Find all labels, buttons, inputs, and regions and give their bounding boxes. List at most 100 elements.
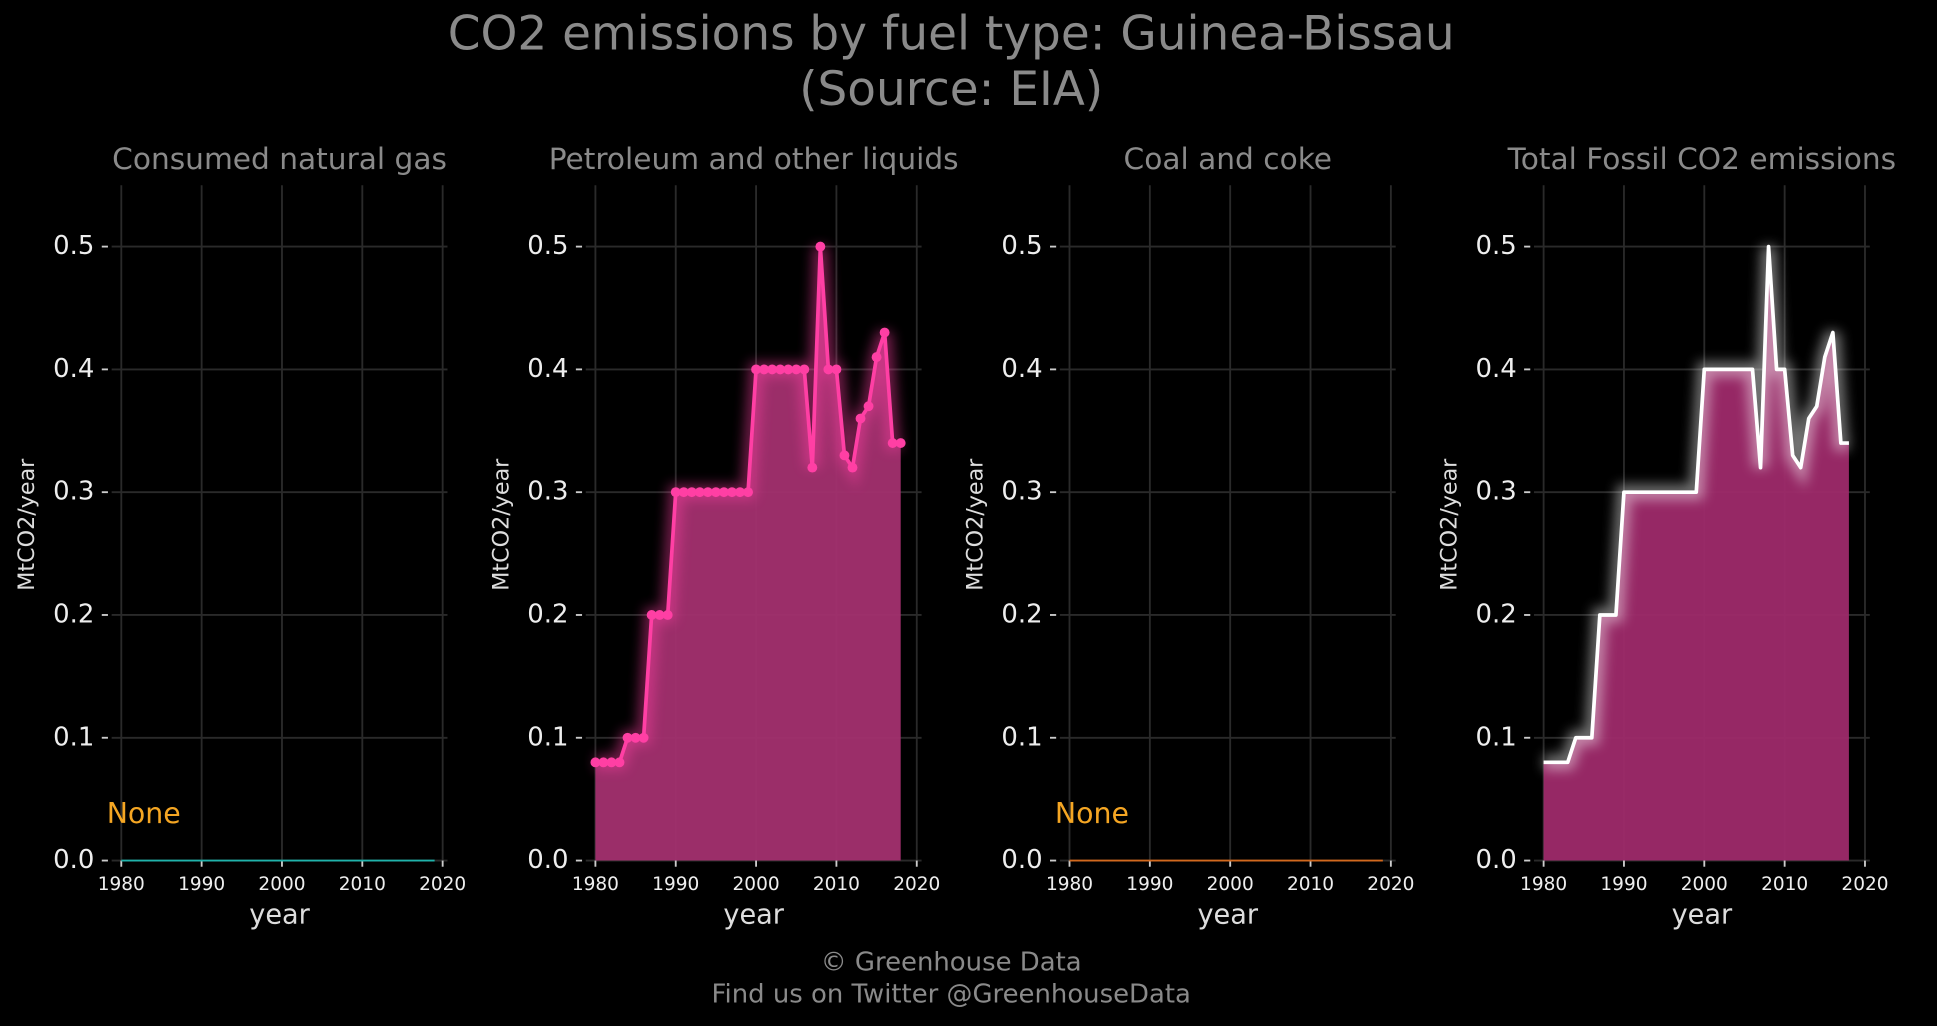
y-tick-label: 0.4 xyxy=(527,354,568,384)
marker xyxy=(879,327,890,338)
y-tick-label: 0.2 xyxy=(1475,599,1516,629)
y-tick-label: 0.5 xyxy=(53,231,94,261)
x-tick-label: 2020 xyxy=(893,874,940,895)
marker xyxy=(654,610,665,620)
x-tick-label: 1990 xyxy=(1600,874,1647,895)
x-axis-label: year xyxy=(1672,900,1733,931)
x-tick-label: 2010 xyxy=(813,874,860,895)
y-tick-label: 0.0 xyxy=(1475,845,1516,875)
y-tick-label: 0.0 xyxy=(1001,845,1042,875)
y-tick-label: 0.4 xyxy=(1475,354,1516,384)
panel-title: Petroleum and other liquids xyxy=(549,141,959,176)
marker xyxy=(887,438,898,449)
marker xyxy=(662,610,673,620)
panel-title: Consumed natural gas xyxy=(112,141,447,176)
marker xyxy=(871,352,882,363)
marker xyxy=(719,487,729,498)
marker xyxy=(767,364,778,375)
x-tick-label: 2020 xyxy=(1841,874,1888,895)
marker xyxy=(831,364,842,375)
y-tick-label: 0.2 xyxy=(1001,599,1042,629)
x-tick-label: 1990 xyxy=(1126,874,1173,895)
chart-subtitle: (Source: EIA) xyxy=(799,62,1103,117)
x-tick-label: 1980 xyxy=(1046,874,1093,895)
y-tick-label: 0.5 xyxy=(527,231,568,261)
panel-title: Total Fossil CO2 emissions xyxy=(1507,141,1896,176)
y-axis-label: MtCO2/year xyxy=(1437,458,1463,591)
y-tick-label: 0.5 xyxy=(1001,231,1042,261)
marker xyxy=(590,757,601,768)
y-tick-label: 0.2 xyxy=(53,599,94,629)
x-tick-label: 1990 xyxy=(178,874,225,895)
marker xyxy=(622,732,633,743)
marker xyxy=(678,487,689,498)
x-tick-label: 2020 xyxy=(1367,874,1414,895)
y-axis-label: MtCO2/year xyxy=(488,458,514,591)
marker xyxy=(598,757,609,768)
marker xyxy=(839,450,850,461)
marker xyxy=(775,364,786,375)
marker xyxy=(759,364,770,375)
x-tick-label: 2000 xyxy=(733,874,780,895)
y-tick-label: 0.1 xyxy=(53,722,94,752)
marker xyxy=(727,487,737,498)
x-tick-label: 2010 xyxy=(339,874,386,895)
y-tick-label: 0.3 xyxy=(1001,477,1042,507)
line xyxy=(1543,244,1849,765)
x-tick-label: 2000 xyxy=(1681,874,1728,895)
marker xyxy=(710,487,721,498)
x-tick-label: 1980 xyxy=(572,874,619,895)
x-tick-label: 2000 xyxy=(1207,874,1254,895)
marker xyxy=(791,364,802,375)
marker xyxy=(863,401,874,412)
marker xyxy=(614,757,625,768)
y-tick-label: 0.4 xyxy=(53,354,94,384)
x-tick-label: 2020 xyxy=(419,874,466,895)
marker xyxy=(686,487,697,498)
marker xyxy=(606,757,617,768)
footer: © Greenhouse Data xyxy=(821,948,1082,978)
marker xyxy=(670,487,681,498)
panel-title: Coal and coke xyxy=(1124,141,1333,176)
marker xyxy=(630,732,641,743)
y-tick-label: 0.0 xyxy=(53,845,94,875)
y-tick-label: 0.4 xyxy=(1001,354,1042,384)
marker xyxy=(847,462,858,473)
x-axis-label: year xyxy=(1197,900,1258,931)
x-tick-label: 1980 xyxy=(98,874,145,895)
x-tick-label: 2010 xyxy=(1287,874,1334,895)
marker xyxy=(799,364,810,375)
y-tick-label: 0.1 xyxy=(1475,722,1516,752)
annotation: None xyxy=(107,797,181,830)
annotation: None xyxy=(1055,797,1129,830)
y-tick-label: 0.2 xyxy=(527,599,568,629)
y-axis-label: MtCO2/year xyxy=(14,458,40,591)
marker xyxy=(743,487,753,498)
marker xyxy=(735,487,745,498)
marker xyxy=(815,241,826,252)
marker xyxy=(855,413,866,424)
marker xyxy=(783,364,794,375)
chart-title: CO2 emissions by fuel type: Guinea-Bissa… xyxy=(448,7,1455,62)
y-tick-label: 0.1 xyxy=(1001,722,1042,752)
y-tick-label: 0.3 xyxy=(527,477,568,507)
marker xyxy=(807,462,818,473)
marker xyxy=(638,732,649,743)
marker xyxy=(646,610,657,620)
marker xyxy=(702,487,713,498)
marker xyxy=(751,364,762,375)
y-tick-label: 0.0 xyxy=(527,845,568,875)
y-tick-label: 0.5 xyxy=(1475,231,1516,261)
y-tick-label: 0.1 xyxy=(527,722,568,752)
marker xyxy=(694,487,705,498)
area xyxy=(595,246,901,861)
y-tick-label: 0.3 xyxy=(53,477,94,507)
x-tick-label: 1990 xyxy=(652,874,699,895)
x-tick-label: 2010 xyxy=(1761,874,1808,895)
area xyxy=(1543,246,1849,861)
y-axis-label: MtCO2/year xyxy=(962,458,988,591)
x-tick-label: 1980 xyxy=(1520,874,1567,895)
marker xyxy=(823,364,834,375)
x-axis-label: year xyxy=(723,900,784,931)
